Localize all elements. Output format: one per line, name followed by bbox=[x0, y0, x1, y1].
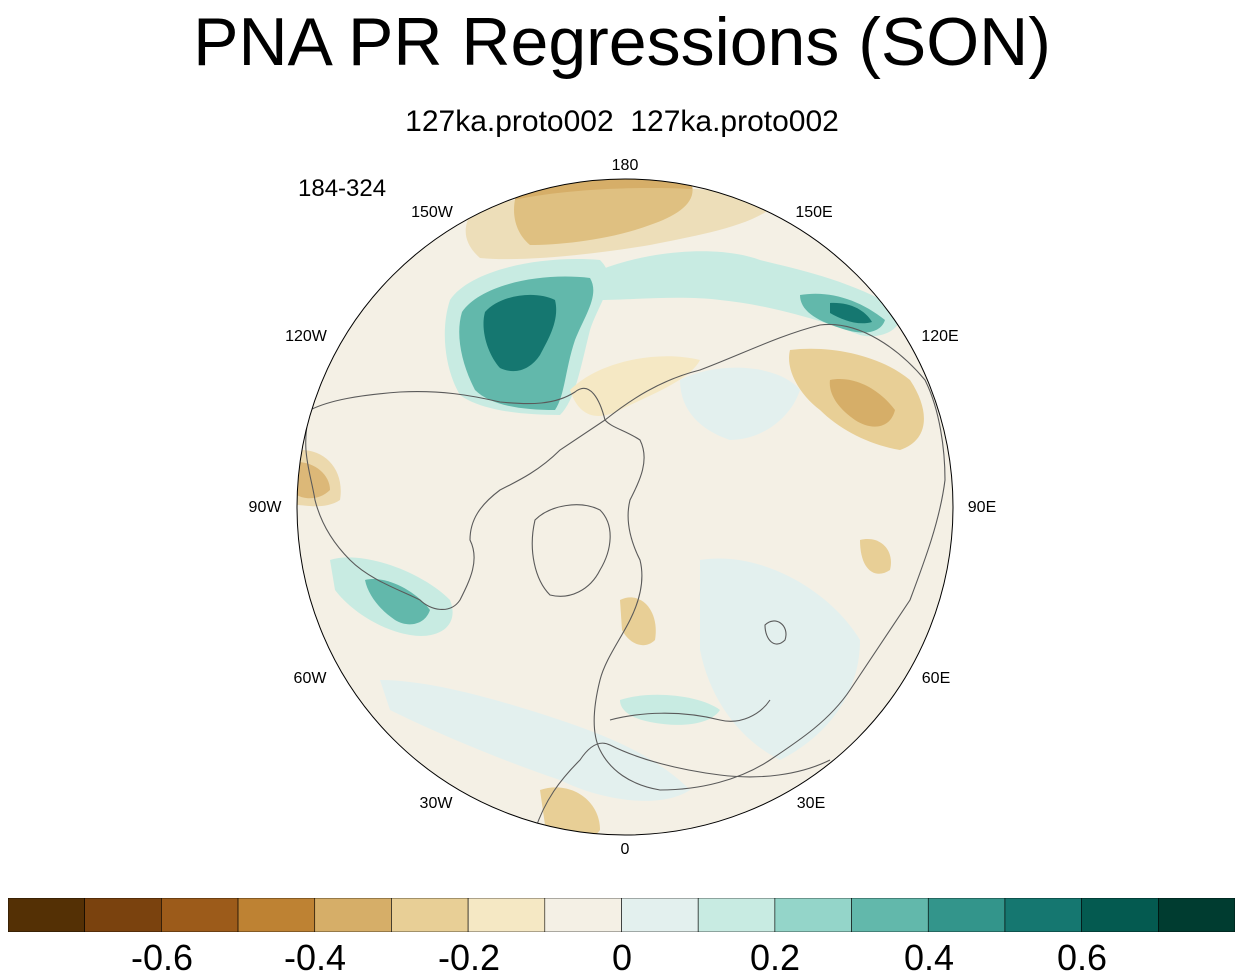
map-border bbox=[296, 178, 954, 836]
africa-weak-negative bbox=[540, 787, 600, 835]
colorbar-swatch bbox=[1004, 898, 1082, 932]
lon-label-180: 180 bbox=[611, 157, 639, 174]
colorbar bbox=[8, 898, 1235, 932]
plot-title: PNA PR Regressions (SON) bbox=[193, 4, 1051, 80]
greenland-coast bbox=[531, 504, 611, 597]
colorbar-tick-label: -0.6 bbox=[130, 937, 194, 978]
colorbar-swatch bbox=[621, 898, 699, 932]
africa-coast bbox=[534, 742, 831, 831]
lon-label-90w: 90W bbox=[248, 499, 282, 516]
coastlines bbox=[305, 323, 946, 831]
colorbar-swatch bbox=[161, 898, 239, 932]
caspian-coast bbox=[764, 620, 787, 645]
lon-label-90e: 90E bbox=[967, 499, 997, 516]
colorbar-tick-label: -0.4 bbox=[283, 937, 347, 978]
lon-label-120w: 120W bbox=[285, 328, 327, 345]
japan-positive-center bbox=[830, 302, 872, 324]
colorbar-swatch bbox=[1158, 898, 1235, 932]
colorbar-tick-label: 0.6 bbox=[1056, 937, 1108, 978]
colorbar-swatch bbox=[8, 898, 85, 932]
colorbar-swatch bbox=[84, 898, 162, 932]
north-america-coast bbox=[305, 387, 606, 610]
period-label: 184-324 bbox=[298, 175, 387, 202]
colorbar-swatch bbox=[237, 898, 316, 932]
indian-weak-positive bbox=[700, 558, 860, 760]
colorbar-tick-label: 0.4 bbox=[903, 937, 955, 978]
colorbar-swatch bbox=[927, 898, 1006, 932]
colorbar-tick-label: 0.2 bbox=[749, 937, 801, 978]
plot-subtitle: 127ka.proto002 127ka.proto002 bbox=[405, 105, 839, 138]
atlantic-positive-core bbox=[365, 579, 430, 625]
lon-label-150w: 150W bbox=[411, 204, 453, 221]
colorbar-swatch bbox=[467, 898, 546, 932]
eastasia-negative-core bbox=[829, 379, 895, 427]
arctic-weak-negative bbox=[570, 356, 700, 416]
lon-label-120e: 120E bbox=[921, 328, 959, 345]
asia-weak-positive bbox=[680, 367, 800, 440]
eurasia-coast bbox=[593, 323, 946, 791]
colorbar-swatch bbox=[774, 898, 852, 932]
pacific-positive-core bbox=[483, 294, 557, 372]
precip-field bbox=[297, 179, 924, 835]
central-asia-negative bbox=[860, 539, 891, 574]
mediterranean-positive bbox=[620, 694, 720, 725]
lon-label-0: 0 bbox=[620, 841, 630, 858]
subtropical-positive-band bbox=[380, 680, 690, 801]
lon-label-30e: 30E bbox=[796, 795, 826, 812]
colorbar-tick-label: 0 bbox=[611, 937, 633, 978]
colorbar-swatch bbox=[544, 898, 622, 932]
colorbar-tick-label: -0.2 bbox=[437, 937, 501, 978]
pacific-weak-negative bbox=[465, 188, 780, 260]
colorbar-swatch bbox=[851, 898, 929, 932]
scandinavia-weak-negative bbox=[620, 597, 656, 646]
polar-map bbox=[296, 178, 954, 836]
lon-label-150e: 150E bbox=[795, 204, 833, 221]
lon-label-30w: 30W bbox=[419, 795, 453, 812]
mediterranean-coast bbox=[609, 699, 771, 722]
lon-label-60e: 60E bbox=[921, 670, 951, 687]
lon-label-60w: 60W bbox=[293, 670, 327, 687]
colorbar-swatch bbox=[391, 898, 469, 932]
colorbar-swatch bbox=[314, 898, 392, 932]
colorbar-swatch bbox=[697, 898, 776, 932]
colorbar-swatch bbox=[1081, 898, 1159, 932]
